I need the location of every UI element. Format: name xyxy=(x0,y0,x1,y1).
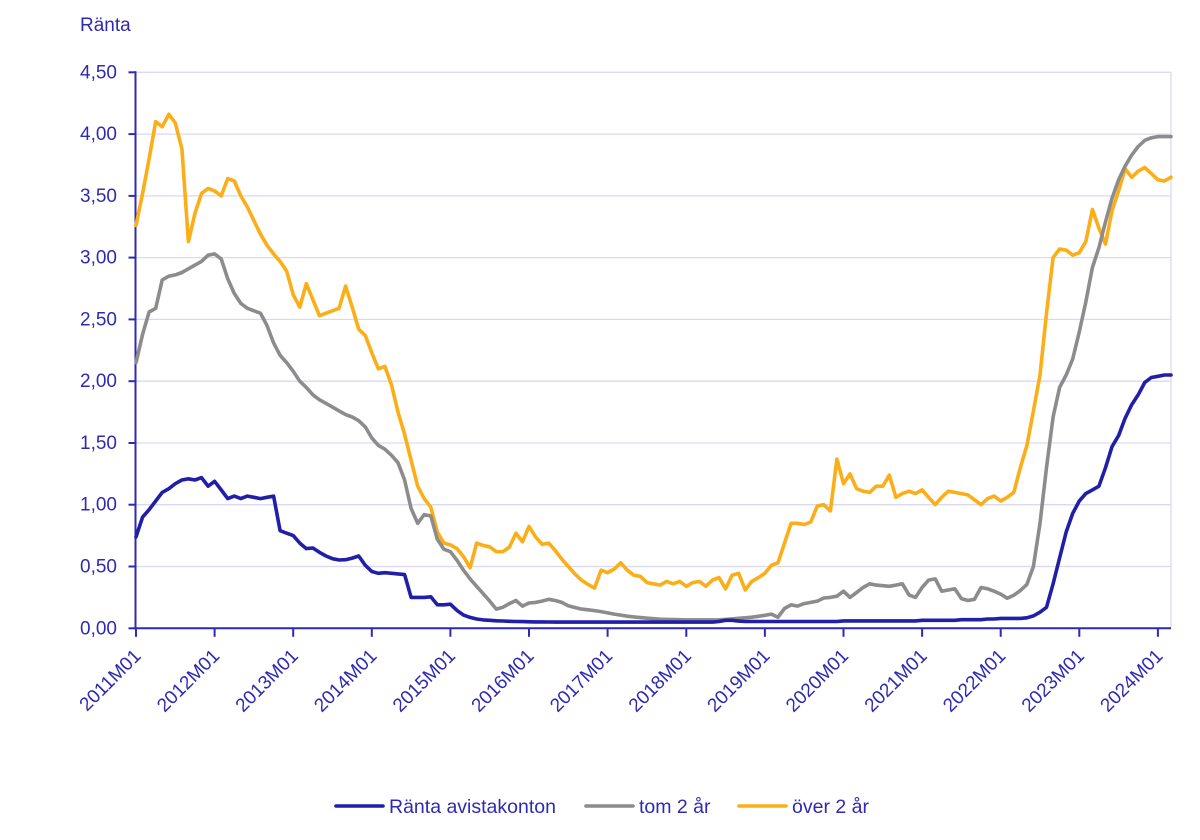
svg-text:0,00: 0,00 xyxy=(80,618,117,639)
svg-text:Ränta: Ränta xyxy=(80,15,131,36)
svg-text:över 2 år: över 2 år xyxy=(792,796,869,818)
svg-text:Ränta avistakonton: Ränta avistakonton xyxy=(389,796,556,818)
svg-text:0,50: 0,50 xyxy=(80,557,117,578)
svg-text:2,00: 2,00 xyxy=(80,371,117,392)
svg-text:4,50: 4,50 xyxy=(80,62,117,83)
svg-text:1,50: 1,50 xyxy=(80,433,117,454)
svg-text:4,00: 4,00 xyxy=(80,124,117,145)
svg-text:2,50: 2,50 xyxy=(80,309,117,330)
svg-text:1,00: 1,00 xyxy=(80,495,117,516)
svg-text:3,00: 3,00 xyxy=(80,248,117,269)
svg-text:tom 2 år: tom 2 år xyxy=(639,796,711,818)
svg-text:3,50: 3,50 xyxy=(80,186,117,207)
